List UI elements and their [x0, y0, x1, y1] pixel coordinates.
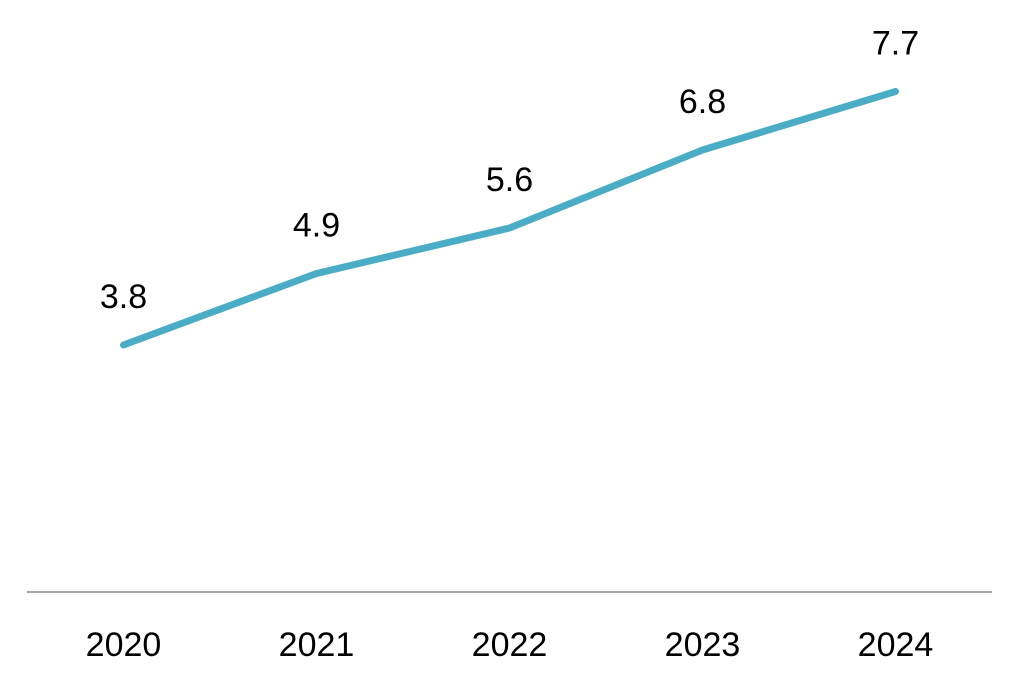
x-tick-label: 2024 — [858, 626, 934, 664]
data-label: 7.7 — [872, 25, 919, 63]
x-tick-label: 2023 — [665, 626, 741, 664]
x-tick-label: 2022 — [472, 626, 548, 664]
series-line — [120, 88, 899, 349]
series-line-group — [120, 88, 899, 349]
x-tick-labels: 2020 2021 2022 2023 2024 — [86, 626, 934, 664]
data-label: 5.6 — [486, 161, 533, 199]
x-axis: 2020 2021 2022 2023 2024 — [27, 591, 992, 664]
data-label: 6.8 — [679, 83, 726, 121]
data-label: 3.8 — [100, 278, 147, 316]
data-labels: 3.8 4.9 5.6 6.8 7.7 — [100, 25, 919, 317]
x-tick-label: 2020 — [86, 626, 162, 664]
x-tick-label: 2021 — [279, 626, 355, 664]
data-label: 4.9 — [293, 207, 340, 245]
